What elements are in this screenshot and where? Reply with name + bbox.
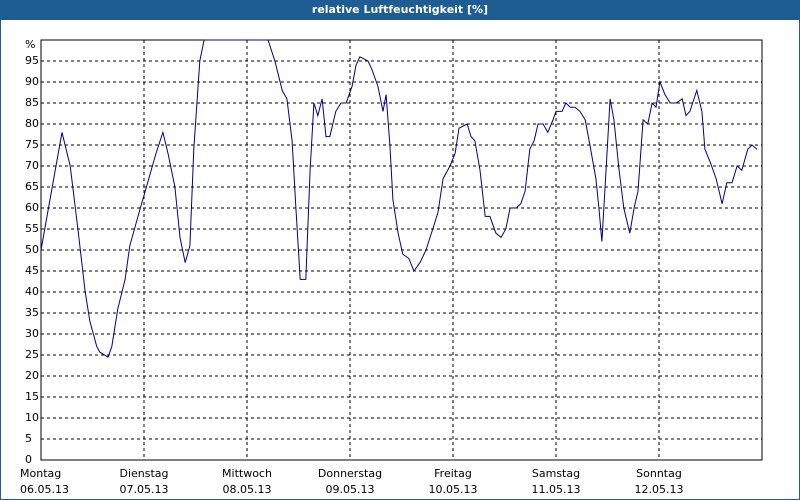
y-tick-label: 15 [25,390,39,403]
y-tick-label: 60 [25,201,39,214]
x-tick-date: 11.05.13 [532,483,581,496]
y-tick-label: 30 [25,327,39,340]
y-tick-label: 75 [25,138,39,151]
x-tick-date: 07.05.13 [120,483,169,496]
y-tick-label: 95 [25,54,39,67]
y-tick-label: 5 [25,432,32,445]
x-tick-label: Montag [20,467,61,480]
x-tick-date: 06.05.13 [20,483,69,496]
y-tick-label: 10 [25,411,39,424]
y-tick-label: 0 [25,453,32,466]
x-tick-label: Mittwoch [222,467,272,480]
x-tick-date: 08.05.13 [223,483,272,496]
data-line [40,39,758,358]
y-tick-label: 50 [25,243,39,256]
chart-title: relative Luftfeuchtigkeit [%] [312,3,488,16]
x-tick-label: Samstag [532,467,580,480]
x-tick-label: Sonntag [636,467,682,480]
y-tick-label: % [25,38,35,51]
y-tick-label: 35 [25,306,39,319]
x-tick-label: Donnerstag [318,467,382,480]
y-tick-label: 85 [25,96,39,109]
y-tick-label: 20 [25,369,39,382]
y-tick-label: 65 [25,180,39,193]
x-tick-date: 09.05.13 [326,483,375,496]
y-tick-label: 70 [25,159,39,172]
x-tick-label: Freitag [434,467,472,480]
y-tick-label: 25 [25,348,39,361]
x-tick-date: 10.05.13 [429,483,478,496]
title-bar [0,0,800,20]
y-tick-label: 80 [25,117,39,130]
x-tick-date: 12.05.13 [635,483,684,496]
y-tick-label: 40 [25,285,39,298]
y-tick-label: 45 [25,264,39,277]
y-tick-label: 90 [25,75,39,88]
y-tick-label: 55 [25,222,39,235]
x-tick-label: Dienstag [119,467,168,480]
